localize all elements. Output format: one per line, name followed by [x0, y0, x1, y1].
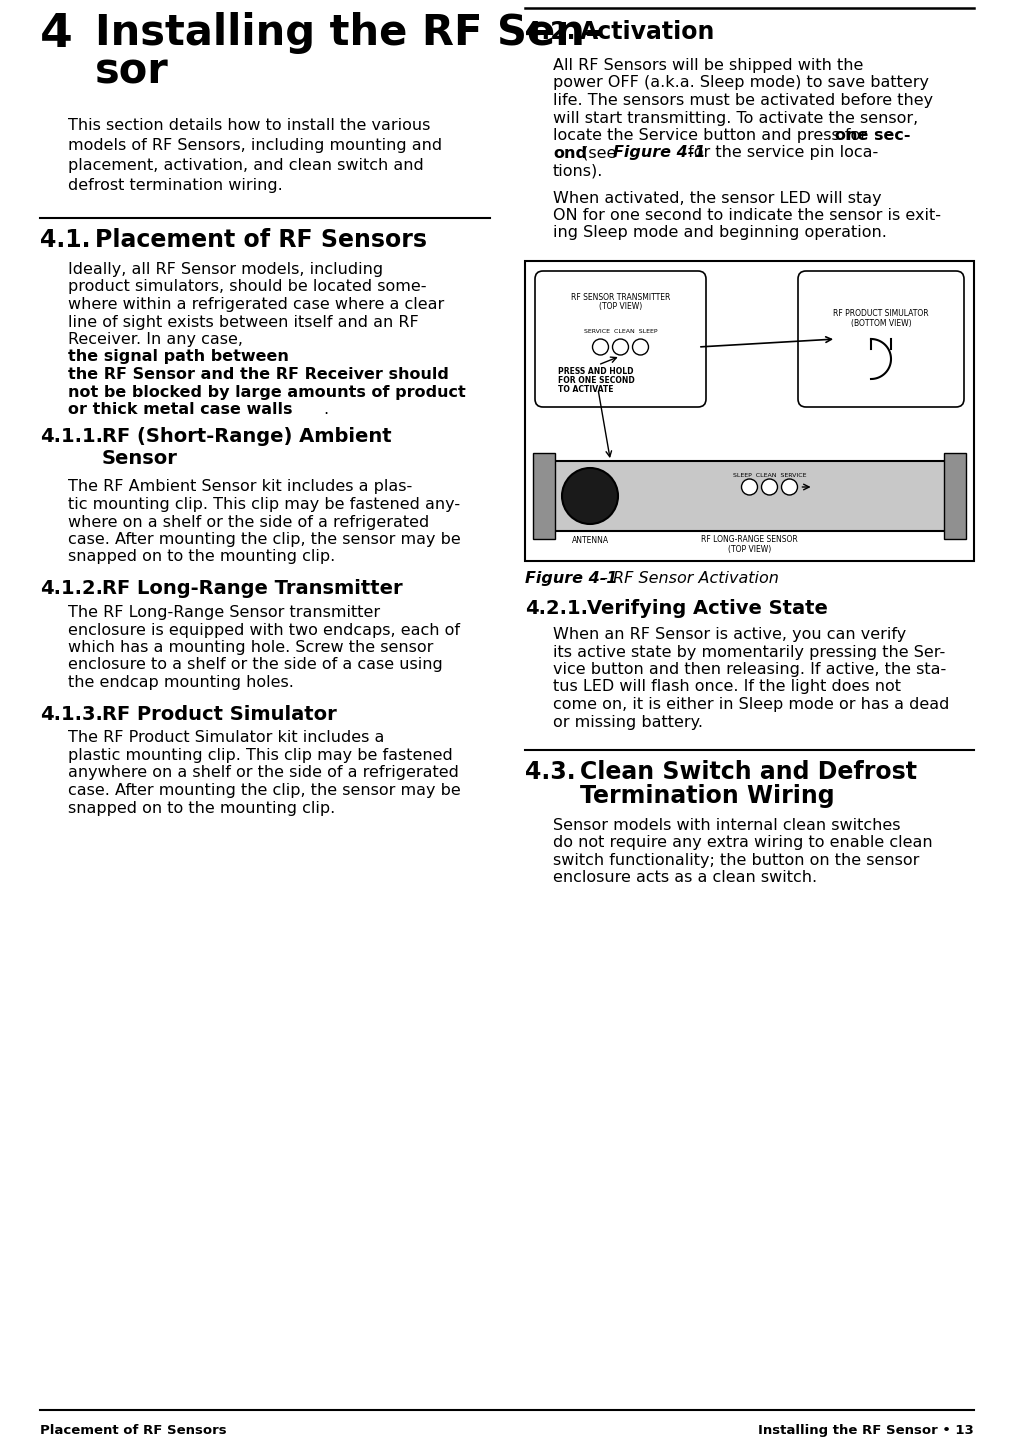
- Bar: [535, 461, 964, 531]
- Text: Installing the RF Sensor • 13: Installing the RF Sensor • 13: [758, 1424, 974, 1437]
- Text: where within a refrigerated case where a clear: where within a refrigerated case where a…: [68, 297, 444, 312]
- Text: - RF Sensor Activation: - RF Sensor Activation: [597, 570, 779, 586]
- Text: Receiver. In any case,: Receiver. In any case,: [68, 332, 248, 347]
- Bar: [525, 261, 974, 562]
- Text: product simulators, should be located some-: product simulators, should be located so…: [68, 280, 427, 295]
- Text: The RF Product Simulator kit includes a: The RF Product Simulator kit includes a: [68, 731, 384, 745]
- Text: (BOTTOM VIEW): (BOTTOM VIEW): [851, 319, 912, 328]
- Text: Placement of RF Sensors: Placement of RF Sensors: [40, 1424, 226, 1437]
- Text: enclosure is equipped with two endcaps, each of: enclosure is equipped with two endcaps, …: [68, 622, 460, 637]
- Text: line of sight exists between itself and an RF: line of sight exists between itself and …: [68, 315, 419, 329]
- Text: 4.2.: 4.2.: [525, 20, 576, 43]
- Text: Activation: Activation: [580, 20, 715, 43]
- Text: tic mounting clip. This clip may be fastened any-: tic mounting clip. This clip may be fast…: [68, 497, 460, 513]
- Text: its active state by momentarily pressing the Ser-: its active state by momentarily pressing…: [553, 644, 945, 660]
- Text: .: .: [323, 401, 329, 417]
- Text: RF SENSOR TRANSMITTER: RF SENSOR TRANSMITTER: [571, 293, 670, 302]
- Text: switch functionality; the button on the sensor: switch functionality; the button on the …: [553, 853, 920, 868]
- Text: do not require any extra wiring to enable clean: do not require any extra wiring to enabl…: [553, 836, 933, 851]
- Circle shape: [741, 479, 757, 495]
- Text: RF Product Simulator: RF Product Simulator: [102, 705, 337, 723]
- Text: for the service pin loca-: for the service pin loca-: [683, 146, 878, 160]
- Bar: [944, 453, 966, 539]
- Text: ANTENNA: ANTENNA: [572, 536, 608, 544]
- FancyBboxPatch shape: [798, 271, 964, 407]
- Text: When an RF Sensor is active, you can verify: When an RF Sensor is active, you can ver…: [553, 627, 907, 643]
- Circle shape: [562, 468, 618, 524]
- Circle shape: [782, 479, 797, 495]
- Text: ond: ond: [553, 146, 587, 160]
- Text: (TOP VIEW): (TOP VIEW): [599, 302, 642, 310]
- Text: not be blocked by large amounts of product: not be blocked by large amounts of produ…: [68, 384, 465, 400]
- Text: RF Long-Range Transmitter: RF Long-Range Transmitter: [102, 579, 403, 598]
- FancyBboxPatch shape: [535, 271, 706, 407]
- Text: or thick metal case walls: or thick metal case walls: [68, 401, 292, 417]
- Text: This section details how to install the various
models of RF Sensors, including : This section details how to install the …: [68, 118, 442, 193]
- Text: (TOP VIEW): (TOP VIEW): [728, 544, 771, 554]
- Text: the endcap mounting holes.: the endcap mounting holes.: [68, 674, 294, 690]
- Text: will start transmitting. To activate the sensor,: will start transmitting. To activate the…: [553, 111, 919, 126]
- Text: (see: (see: [577, 146, 622, 160]
- Text: snapped on to the mounting clip.: snapped on to the mounting clip.: [68, 550, 336, 565]
- Text: RF (Short-Range) Ambient: RF (Short-Range) Ambient: [102, 427, 391, 446]
- Text: come on, it is either in Sleep mode or has a dead: come on, it is either in Sleep mode or h…: [553, 697, 949, 712]
- Text: All RF Sensors will be shipped with the: All RF Sensors will be shipped with the: [553, 58, 863, 74]
- Text: SLEEP  CLEAN  SERVICE: SLEEP CLEAN SERVICE: [733, 474, 806, 478]
- Text: The RF Long-Range Sensor transmitter: The RF Long-Range Sensor transmitter: [68, 605, 380, 619]
- Text: Figure 4-1: Figure 4-1: [613, 146, 706, 160]
- Text: the signal path between: the signal path between: [68, 349, 289, 364]
- Text: Installing the RF Sen-: Installing the RF Sen-: [95, 12, 602, 53]
- Text: 4.2.1.: 4.2.1.: [525, 599, 588, 618]
- Text: RF PRODUCT SIMULATOR: RF PRODUCT SIMULATOR: [834, 309, 929, 318]
- Text: the RF Sensor and the RF Receiver should: the RF Sensor and the RF Receiver should: [68, 367, 449, 383]
- Text: ON for one second to indicate the sensor is exit-: ON for one second to indicate the sensor…: [553, 208, 941, 222]
- Text: 4.1.: 4.1.: [40, 228, 90, 253]
- Text: Termination Wiring: Termination Wiring: [580, 784, 835, 809]
- Text: Verifying Active State: Verifying Active State: [587, 599, 827, 618]
- Text: 4: 4: [40, 12, 73, 56]
- Text: SERVICE  CLEAN  SLEEP: SERVICE CLEAN SLEEP: [584, 329, 657, 334]
- Circle shape: [592, 339, 608, 355]
- Text: tus LED will flash once. If the light does not: tus LED will flash once. If the light do…: [553, 680, 901, 695]
- Circle shape: [612, 339, 629, 355]
- Text: PRESS AND HOLD: PRESS AND HOLD: [558, 367, 634, 375]
- Text: or missing battery.: or missing battery.: [553, 715, 703, 729]
- Text: case. After mounting the clip, the sensor may be: case. After mounting the clip, the senso…: [68, 531, 460, 547]
- Bar: [533, 453, 555, 539]
- Text: plastic mounting clip. This clip may be fastened: plastic mounting clip. This clip may be …: [68, 748, 452, 762]
- Text: anywhere on a shelf or the side of a refrigerated: anywhere on a shelf or the side of a ref…: [68, 765, 459, 781]
- Text: Placement of RF Sensors: Placement of RF Sensors: [95, 228, 427, 253]
- Circle shape: [762, 479, 778, 495]
- Text: where on a shelf or the side of a refrigerated: where on a shelf or the side of a refrig…: [68, 514, 429, 530]
- Text: vice button and then releasing. If active, the sta-: vice button and then releasing. If activ…: [553, 661, 946, 677]
- Text: enclosure to a shelf or the side of a case using: enclosure to a shelf or the side of a ca…: [68, 657, 443, 673]
- Text: Sensor models with internal clean switches: Sensor models with internal clean switch…: [553, 817, 900, 833]
- Text: enclosure acts as a clean switch.: enclosure acts as a clean switch.: [553, 871, 817, 885]
- Text: Sensor: Sensor: [102, 449, 177, 468]
- Text: 4.1.3.: 4.1.3.: [40, 705, 102, 723]
- Text: case. After mounting the clip, the sensor may be: case. After mounting the clip, the senso…: [68, 783, 460, 799]
- Text: The RF Ambient Sensor kit includes a plas-: The RF Ambient Sensor kit includes a pla…: [68, 479, 413, 494]
- Text: locate the Service button and press for: locate the Service button and press for: [553, 129, 872, 143]
- Text: 4.1.2.: 4.1.2.: [40, 579, 103, 598]
- Text: RF LONG-RANGE SENSOR: RF LONG-RANGE SENSOR: [701, 534, 798, 544]
- Text: Figure 4-1: Figure 4-1: [525, 570, 618, 586]
- Text: FOR ONE SECOND: FOR ONE SECOND: [558, 375, 635, 386]
- Text: life. The sensors must be activated before they: life. The sensors must be activated befo…: [553, 92, 933, 108]
- Text: sor: sor: [95, 51, 168, 92]
- Text: 4.1.1.: 4.1.1.: [40, 427, 103, 446]
- Text: TO ACTIVATE: TO ACTIVATE: [558, 386, 613, 394]
- Text: When activated, the sensor LED will stay: When activated, the sensor LED will stay: [553, 191, 881, 205]
- Text: which has a mounting hole. Screw the sensor: which has a mounting hole. Screw the sen…: [68, 640, 433, 656]
- Text: ing Sleep mode and beginning operation.: ing Sleep mode and beginning operation.: [553, 225, 887, 241]
- Text: snapped on to the mounting clip.: snapped on to the mounting clip.: [68, 800, 336, 816]
- Text: one sec-: one sec-: [835, 129, 911, 143]
- Text: Ideally, all RF Sensor models, including: Ideally, all RF Sensor models, including: [68, 261, 383, 277]
- Text: tions).: tions).: [553, 163, 603, 178]
- Text: Clean Switch and Defrost: Clean Switch and Defrost: [580, 760, 917, 784]
- Circle shape: [633, 339, 649, 355]
- Text: 4.3.: 4.3.: [525, 760, 576, 784]
- Text: power OFF (a.k.a. Sleep mode) to save battery: power OFF (a.k.a. Sleep mode) to save ba…: [553, 75, 929, 91]
